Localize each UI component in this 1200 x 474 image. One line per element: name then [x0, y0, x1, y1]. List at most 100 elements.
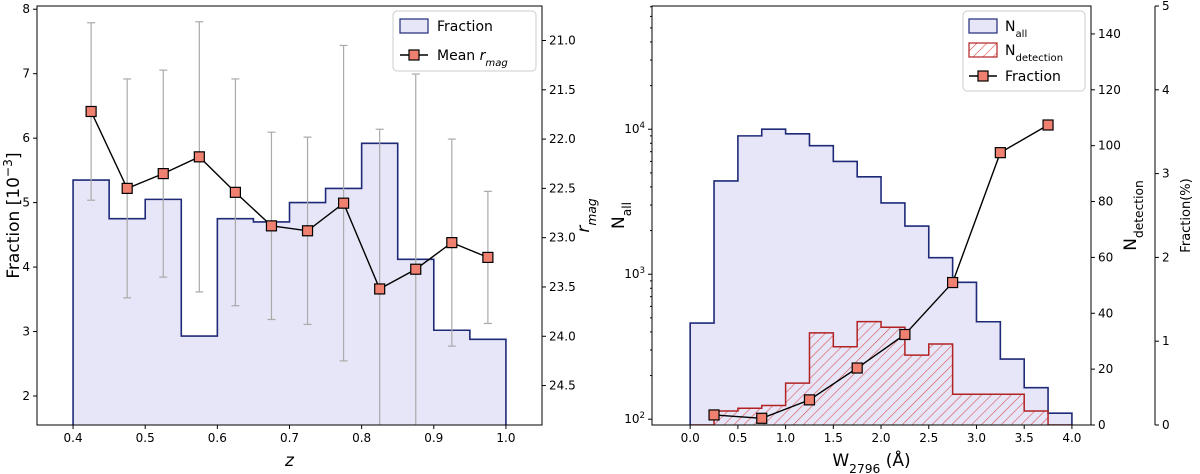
mean-rmag-point — [193, 151, 205, 163]
right-legend: Nall Ndetection Fraction — [962, 10, 1086, 92]
legend-nall-label: Nall — [1005, 19, 1027, 40]
mean-rmag-point — [446, 237, 458, 249]
y-right-tick-label: 24.5 — [549, 379, 576, 393]
mean-rmag-point — [301, 225, 314, 237]
left-legend: Fraction Mean rmag — [392, 10, 537, 72]
y-right-tick-label: 21.5 — [549, 83, 576, 97]
x-tick-label: 0.6 — [208, 431, 227, 445]
ndetection-tick-label: 60 — [1098, 250, 1113, 264]
legend-ndetection-swatch — [968, 42, 998, 58]
y-log-tick-label: 103 — [624, 266, 645, 281]
right-axes-frame — [651, 5, 1092, 426]
x-tick-label: 0.9 — [424, 431, 443, 445]
left-plot-area — [72, 21, 507, 425]
mean-rmag-point — [121, 182, 133, 194]
legend-ndetection-label: Ndetection — [1005, 43, 1063, 64]
fraction-point — [947, 276, 959, 289]
y-axis-label: Nall — [609, 202, 634, 229]
legend-marker-swatch — [977, 70, 989, 82]
mean-rmag-point — [410, 263, 422, 275]
y-axis-label: Fraction [10−3] — [1, 152, 24, 278]
x-tick-label: 0.5 — [136, 431, 155, 445]
y-right-tick-label: 24.0 — [549, 329, 576, 343]
fraction-pct-tick-label: 3 — [1162, 167, 1170, 181]
x-tick-label: 2.0 — [871, 431, 890, 445]
y-log-tick-label: 102 — [624, 411, 645, 426]
legend-fraction-label: Fraction — [437, 19, 493, 35]
ndetection-axis-label: Ndetection — [1121, 180, 1146, 251]
y-tick-label: 3 — [22, 325, 30, 339]
ndetection-tick-label: 40 — [1098, 306, 1113, 320]
ndetection-tick-label: 0 — [1098, 418, 1106, 432]
x-tick-label: 0.7 — [280, 431, 299, 445]
legend-fraction-label: Fraction — [1005, 69, 1061, 85]
x-tick-label: 1.5 — [824, 431, 843, 445]
y-right-tick-label: 23.5 — [549, 280, 576, 294]
mean-rmag-point — [85, 105, 97, 118]
y-right-tick-label: 23.0 — [549, 231, 576, 245]
legend-rmag-label: Mean rmag — [437, 48, 508, 69]
fraction-pct-tick-label: 5 — [1162, 0, 1170, 13]
ndetection-tick-label: 120 — [1098, 83, 1121, 97]
fraction-pct-axis-label: Fraction(%) — [1179, 178, 1194, 252]
y-tick-label: 6 — [22, 131, 30, 145]
x-axis-label: z — [284, 451, 295, 471]
x-tick-label: 3.5 — [1015, 431, 1034, 445]
legend-fraction-swatch — [399, 18, 429, 34]
ndetection-tick-label: 20 — [1098, 362, 1113, 376]
ndetection-tick-label: 80 — [1098, 195, 1113, 209]
x-tick-label: 3.0 — [967, 431, 986, 445]
x-tick-label: 0.8 — [352, 431, 371, 445]
fraction-point — [756, 412, 768, 424]
y-tick-label: 2 — [22, 389, 30, 403]
legend-box — [392, 10, 537, 72]
y-right-tick-label: 21.0 — [549, 34, 576, 48]
fraction-histogram-outline — [72, 142, 507, 425]
nall-histogram-fill — [690, 129, 1072, 425]
fraction-pct-tick-label: 1 — [1162, 334, 1170, 348]
legend-nall-swatch — [968, 18, 998, 34]
fraction-histogram-fill — [73, 143, 506, 425]
x-tick-label: 0.0 — [681, 431, 700, 445]
mean-rmag-point — [229, 186, 241, 198]
y-tick-label: 8 — [22, 2, 30, 16]
mean-rmag-point — [338, 197, 350, 209]
fraction-pct-tick-label: 0 — [1162, 418, 1170, 432]
x-tick-label: 1.0 — [496, 431, 515, 445]
fraction-point — [708, 409, 720, 421]
fraction-point — [994, 147, 1006, 159]
fraction-point — [851, 362, 863, 374]
mean-rmag-point — [482, 251, 494, 263]
mean-rmag-point — [157, 168, 169, 180]
right-panel: 0.0 0.5 1.0 1.5 2.0 2.5 3.0 3.5 4.01021031040204… — [609, 0, 1194, 474]
x-tick-label: 0.5 — [728, 431, 747, 445]
ndetection-tick-label: 140 — [1098, 27, 1121, 41]
legend-marker-swatch — [408, 49, 420, 61]
y-tick-label: 4 — [22, 260, 30, 274]
x-tick-label: 1.0 — [776, 431, 795, 445]
mean-rmag-line — [90, 111, 489, 290]
y-tick-label: 7 — [22, 67, 30, 81]
right-plot-area — [689, 119, 1073, 425]
fraction-pct-tick-label: 2 — [1162, 250, 1170, 264]
fraction-line — [713, 124, 1049, 420]
x-tick-label: 4.0 — [1062, 431, 1081, 445]
x-tick-label: 2.5 — [919, 431, 938, 445]
nall-histogram-outline — [689, 128, 1073, 425]
x-axis-label: W2796 (Å) — [832, 449, 910, 474]
mean-rmag-point — [265, 220, 278, 232]
y-right-tick-label: 22.0 — [549, 132, 576, 146]
ndetection-histogram-outline — [690, 320, 1072, 425]
fraction-point — [1042, 119, 1054, 131]
fraction-pct-tick-label: 4 — [1162, 83, 1170, 97]
x-tick-label: 0.4 — [64, 431, 83, 445]
y-log-tick-label: 104 — [624, 121, 645, 136]
left-panel: 0.4 0.5 0.6 0.7 0.8 0.9 1.0 2 3 4 5 6 7 8 21.0 21.5 22.0… — [1, 2, 599, 471]
y-right-tick-label: 22.5 — [549, 181, 576, 195]
ndetection-tick-label: 100 — [1098, 139, 1121, 153]
y-right-axis-label: rmag — [574, 198, 599, 232]
fraction-point — [803, 394, 816, 406]
fraction-point — [899, 328, 911, 341]
y-tick-label: 5 — [22, 196, 30, 210]
